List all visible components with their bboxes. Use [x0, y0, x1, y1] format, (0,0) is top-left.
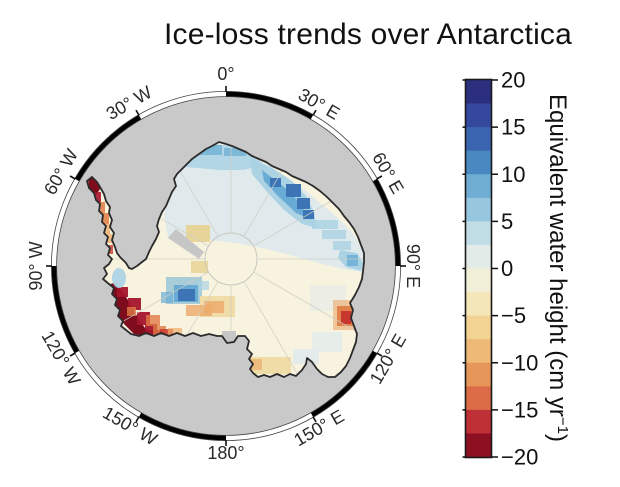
colorbar-tick-label: 0 — [501, 256, 513, 281]
frame-ticks — [46, 86, 406, 446]
patch-amundsen-orange1 — [146, 315, 160, 326]
patch-ecoast-blue3 — [333, 241, 351, 250]
colorbar-bands — [466, 80, 491, 457]
colorbar-band — [466, 127, 491, 152]
figure-title: Ice-loss trends over Antarctica — [163, 18, 573, 51]
colorbar-band — [466, 409, 491, 434]
coastline-outline — [86, 141, 365, 378]
patch-lobe-pale2 — [312, 332, 342, 352]
colorbar-axis-label-end: ) — [544, 434, 571, 442]
colorbar-band — [466, 221, 491, 246]
patch-north-pale — [164, 144, 364, 272]
map-frame — [46, 86, 406, 446]
colorbar: 20 15 10 5 0 −5 −10 −15 −20 Equivalent w… — [462, 68, 571, 470]
colorbar-band — [466, 174, 491, 199]
patch-bottom-orange — [246, 359, 262, 370]
colorbar-band — [466, 268, 491, 293]
patch-lobe-pale — [293, 349, 319, 364]
colorbar-tick-label: 5 — [501, 209, 513, 234]
colorbar-band — [466, 362, 491, 387]
colorbar-axis-label-superscript: −1 — [554, 417, 571, 434]
patch-inland-blue2 — [161, 292, 173, 303]
patch-ecoast-blue2 — [322, 230, 346, 239]
colorbar-tick-label: 15 — [501, 115, 525, 140]
colorbar-band — [466, 150, 491, 175]
patch-peninsula-crimson — [92, 192, 101, 203]
colorbar-band — [466, 80, 491, 104]
patch-khaki-pole2 — [191, 261, 208, 273]
patch-ne-darkblue2 — [297, 198, 310, 209]
patch-ne-darkblue — [286, 184, 301, 197]
colorbar-axis-label: Equivalent water height (cm yr−1) — [544, 94, 571, 442]
patch-amundsen-crimson5 — [117, 287, 128, 297]
colorbar-band — [466, 103, 491, 128]
colorbar-axis-label-main: Equivalent water height (cm yr — [544, 94, 571, 417]
patch-amundsen-crimson3 — [145, 324, 157, 335]
polar-gap-wedge — [168, 229, 204, 259]
patch-topcoast-midblue2 — [224, 148, 246, 156]
colorbar-tick-label: 20 — [501, 68, 525, 93]
colorbar-band — [466, 386, 491, 411]
colorbar-band — [466, 433, 491, 457]
patch-amundsen-orange2 — [153, 326, 166, 336]
patch-south-orange2 — [204, 301, 224, 313]
lon-label-180: 180° — [207, 443, 244, 463]
colorbar-tick-label: −10 — [501, 350, 538, 375]
patch-amundsen-orange4 — [168, 328, 182, 336]
colorbar-band — [466, 315, 491, 340]
patch-totten-red — [341, 311, 351, 324]
colorbar-tick-labels: 20 15 10 5 0 −5 −10 −15 −20 — [501, 68, 538, 470]
patch-ecoast-blue1 — [312, 220, 338, 229]
colorbar-band — [466, 197, 491, 222]
colorbar-tick-label: 10 — [501, 162, 525, 187]
patch-amundsen-orange3 — [127, 307, 136, 316]
colorbar-band — [466, 244, 491, 269]
colorbar-tick-label: −20 — [501, 445, 538, 470]
patch-nodata-notch — [222, 331, 236, 342]
frame-inner-edge — [56, 96, 396, 436]
patch-ecoast-midblue — [347, 255, 358, 266]
colorbar-band — [466, 339, 491, 364]
colorbar-band — [466, 292, 491, 316]
lon-label-90e: 90° E — [403, 244, 423, 288]
patch-amundsen-red — [160, 329, 173, 337]
patch-peninsula-orange2 — [99, 213, 109, 224]
patch-inland-darkblue — [178, 289, 195, 301]
colorbar-tick-marks — [462, 79, 498, 458]
frame-black-arcs — [51, 91, 401, 441]
patch-peninsula-blue-blob — [112, 268, 126, 288]
lon-label-0: 0° — [217, 64, 234, 84]
patch-khaki-pole — [186, 225, 210, 242]
colorbar-tick-label: −15 — [501, 397, 538, 422]
patch-inland-lightblue — [198, 281, 209, 290]
patch-south-orange — [186, 305, 212, 316]
pole-circle — [204, 232, 258, 286]
patch-topcoast-midblue — [196, 145, 222, 155]
lon-label-90w: 90° W — [26, 241, 46, 290]
colorbar-tick-label: −5 — [501, 303, 526, 328]
